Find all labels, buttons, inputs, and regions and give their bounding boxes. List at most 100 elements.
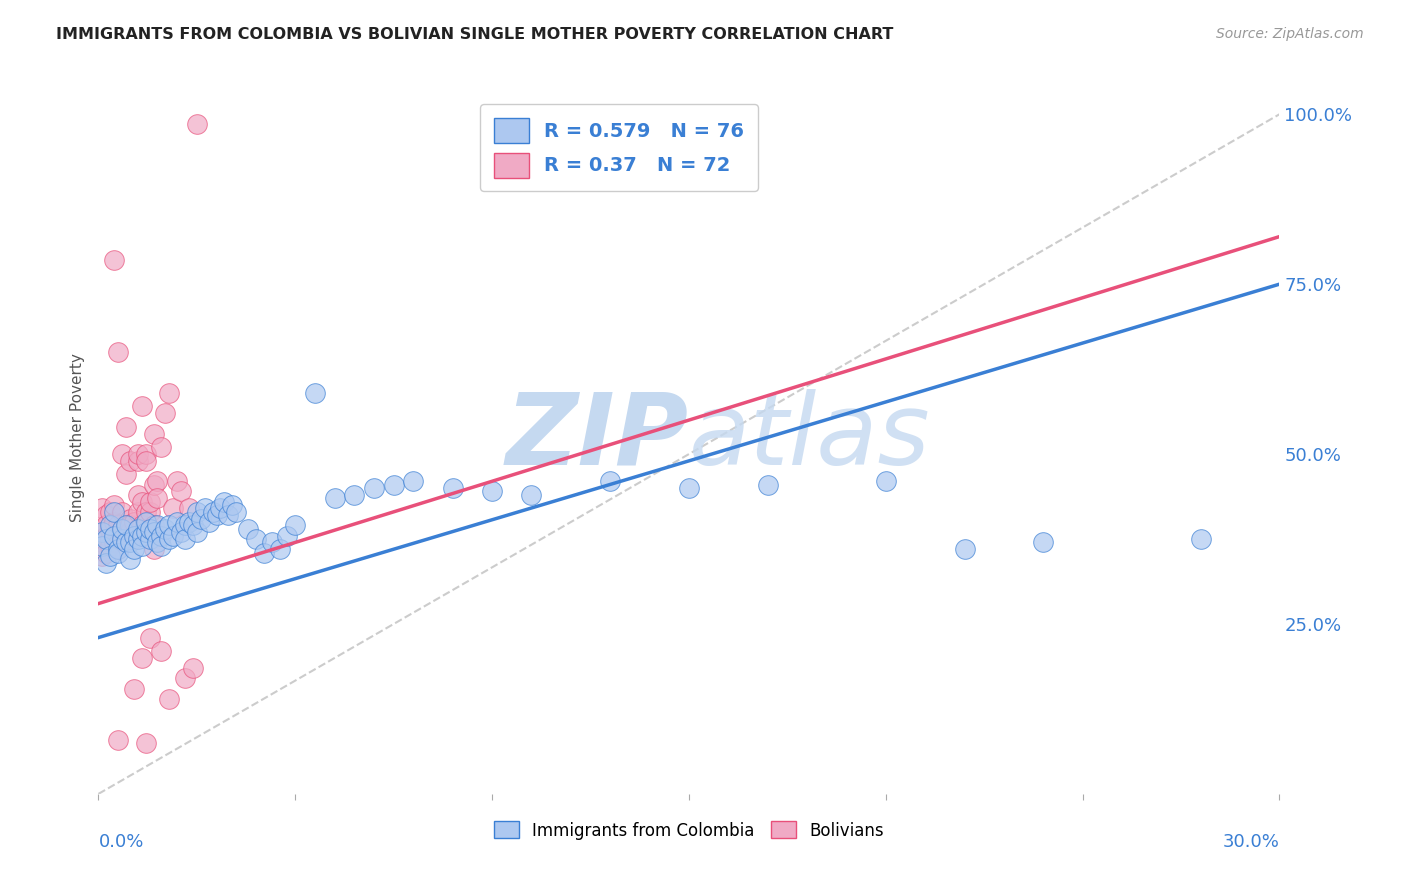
Point: [103, 515, 125, 529]
Y-axis label: Single Mother Poverty: Single Mother Poverty: [69, 352, 84, 522]
Point: [756, 477, 779, 491]
Point: [201, 505, 224, 519]
Point: [96, 556, 118, 570]
Point: [118, 525, 141, 540]
Point: [115, 532, 138, 546]
Point: [323, 491, 346, 506]
Point: [245, 532, 267, 546]
Point: [142, 477, 165, 491]
Point: [96, 546, 118, 560]
Point: [103, 498, 125, 512]
Point: [214, 494, 236, 508]
Point: [157, 518, 180, 533]
Point: [91, 539, 114, 553]
Point: [122, 532, 145, 546]
Point: [115, 518, 138, 533]
Text: 0.0%: 0.0%: [98, 833, 143, 851]
Point: [190, 511, 212, 525]
Point: [111, 522, 134, 536]
Point: [197, 515, 219, 529]
Text: IMMIGRANTS FROM COLOMBIA VS BOLIVIAN SINGLE MOTHER POVERTY CORRELATION CHART: IMMIGRANTS FROM COLOMBIA VS BOLIVIAN SIN…: [56, 27, 894, 42]
Point: [103, 535, 125, 549]
Legend: Immigrants from Colombia, Bolivians: Immigrants from Colombia, Bolivians: [486, 814, 891, 847]
Point: [98, 532, 121, 546]
Point: [138, 631, 160, 645]
Point: [135, 454, 157, 468]
Point: [276, 528, 298, 542]
Text: atlas: atlas: [689, 389, 931, 485]
Point: [122, 515, 145, 529]
Point: [111, 532, 134, 546]
Point: [107, 518, 129, 533]
Point: [98, 549, 121, 563]
Point: [107, 542, 129, 557]
Point: [103, 253, 125, 268]
Point: [138, 532, 160, 546]
Point: [269, 542, 291, 557]
Point: [382, 477, 405, 491]
Point: [96, 528, 118, 542]
Point: [111, 447, 134, 461]
Text: 30.0%: 30.0%: [1223, 833, 1279, 851]
Point: [304, 385, 326, 400]
Point: [186, 505, 208, 519]
Point: [122, 542, 145, 557]
Point: [142, 542, 165, 557]
Point: [111, 505, 134, 519]
Point: [260, 535, 283, 549]
Point: [107, 345, 129, 359]
Point: [127, 532, 149, 546]
Point: [131, 400, 153, 414]
Point: [135, 736, 157, 750]
Point: [115, 535, 138, 549]
Point: [155, 406, 177, 420]
Point: [186, 525, 208, 540]
Point: [91, 501, 114, 516]
Point: [122, 681, 145, 696]
Text: ZIP: ZIP: [506, 389, 689, 485]
Point: [127, 522, 149, 536]
Point: [103, 528, 125, 542]
Point: [131, 539, 153, 553]
Point: [118, 511, 141, 525]
Point: [91, 522, 114, 536]
Point: [107, 732, 129, 747]
Point: [98, 539, 121, 553]
Point: [146, 475, 169, 489]
Point: [131, 494, 153, 508]
Point: [170, 525, 193, 540]
Point: [441, 481, 464, 495]
Point: [599, 475, 621, 489]
Point: [98, 518, 121, 533]
Point: [194, 501, 217, 516]
Point: [142, 525, 165, 540]
Point: [96, 508, 118, 523]
Point: [115, 420, 138, 434]
Point: [111, 528, 134, 542]
Point: [177, 501, 200, 516]
Point: [107, 542, 129, 557]
Point: [127, 505, 149, 519]
Point: [162, 528, 184, 542]
Point: [91, 525, 114, 540]
Point: [217, 508, 239, 523]
Point: [520, 488, 543, 502]
Point: [138, 522, 160, 536]
Point: [953, 542, 976, 557]
Point: [236, 522, 259, 536]
Point: [150, 528, 173, 542]
Point: [174, 532, 197, 546]
Point: [157, 691, 180, 706]
Point: [96, 532, 118, 546]
Point: [138, 494, 160, 508]
Point: [170, 484, 193, 499]
Point: [135, 515, 157, 529]
Point: [98, 505, 121, 519]
Point: [343, 488, 366, 502]
Point: [103, 505, 125, 519]
Point: [363, 481, 385, 495]
Text: Source: ZipAtlas.com: Source: ZipAtlas.com: [1216, 27, 1364, 41]
Point: [122, 528, 145, 542]
Point: [174, 518, 197, 533]
Point: [157, 532, 180, 546]
